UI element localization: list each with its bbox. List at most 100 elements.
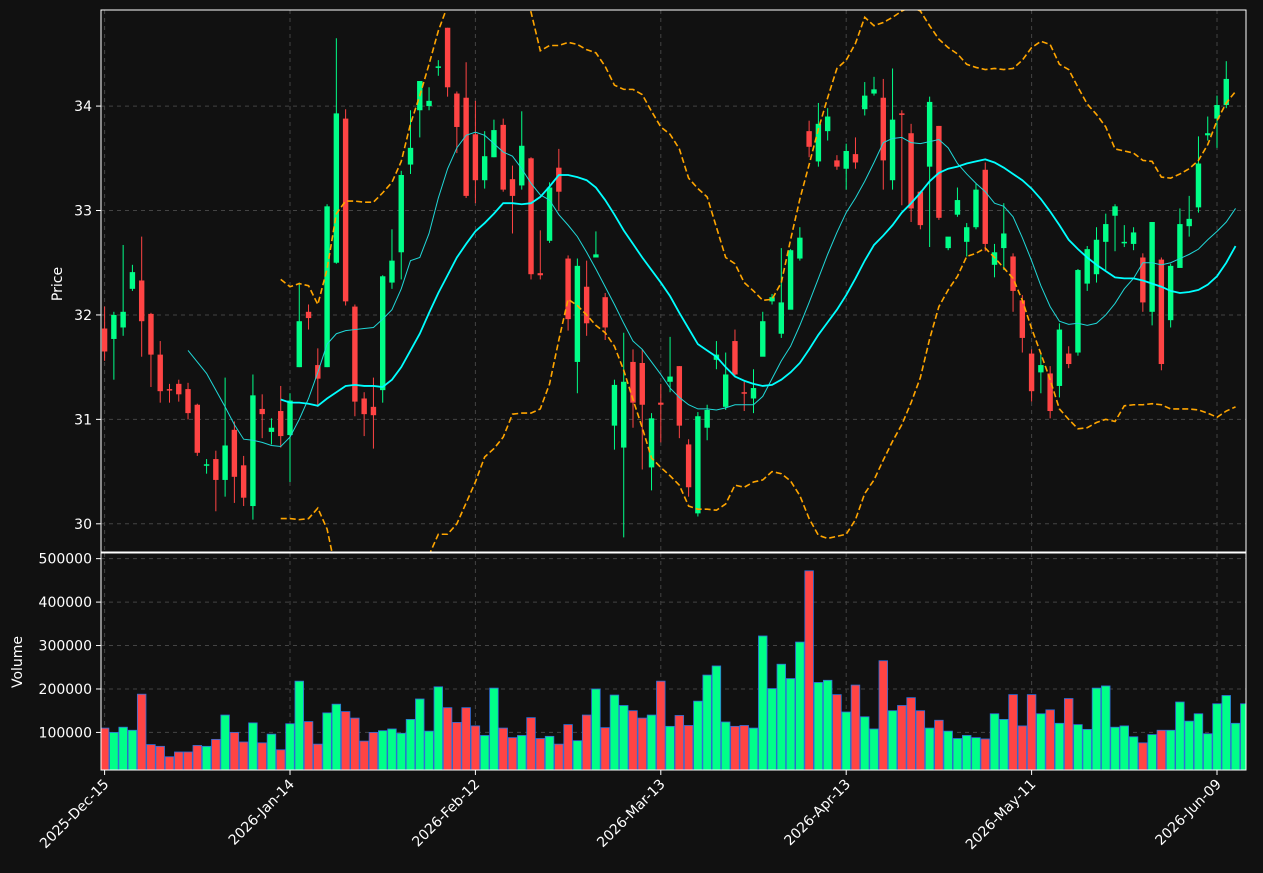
candle-body <box>685 444 692 488</box>
volume-bar <box>1240 703 1246 770</box>
candle-body <box>1047 373 1053 412</box>
candle-body <box>1093 239 1100 275</box>
candle-body <box>1223 78 1229 106</box>
candle-body <box>454 93 460 127</box>
volume-bar <box>683 725 694 770</box>
volume-bar <box>470 725 481 770</box>
candle-body <box>1177 224 1183 268</box>
volume-bar <box>1119 725 1130 770</box>
volume-bar <box>1017 725 1028 770</box>
sma-long-line <box>280 158 1237 407</box>
volume-bar <box>1101 685 1111 770</box>
candle-body <box>862 95 868 110</box>
candle-body <box>305 311 312 319</box>
volume-bar <box>934 719 944 770</box>
candle-body <box>964 227 970 242</box>
volume-bar <box>313 743 323 770</box>
volume-bar <box>211 738 221 770</box>
volume-bar <box>396 732 406 770</box>
candle-body <box>852 154 859 163</box>
volume-bar <box>415 698 425 770</box>
candle-body <box>880 97 886 161</box>
candle-body <box>695 416 701 514</box>
volume-bar <box>869 728 879 770</box>
price-panel-frame <box>100 9 1247 553</box>
candle-body <box>268 427 275 432</box>
bollinger-lower-line <box>280 247 1236 552</box>
volume-bar <box>127 729 138 770</box>
volume-plot-area <box>101 570 1246 770</box>
volume-bar <box>118 726 128 770</box>
price-panel: 30 31 32 33 34 <box>74 9 1247 553</box>
volume-bar <box>544 735 555 770</box>
candle-body <box>704 409 710 428</box>
candle-body <box>583 286 590 324</box>
candle-body <box>834 160 840 167</box>
sma-short-line <box>187 131 1236 448</box>
candle-body <box>222 445 228 480</box>
candle-body <box>1130 232 1137 244</box>
volume-bar <box>257 742 267 770</box>
candle-body <box>602 297 608 328</box>
volume-bar <box>164 756 175 770</box>
candle-body <box>787 250 794 310</box>
candle-body <box>398 175 404 253</box>
volume-bar <box>887 710 898 770</box>
candle-body <box>361 398 367 415</box>
volume-bar <box>813 682 824 770</box>
volume-bar <box>962 735 972 770</box>
volume-bar <box>776 663 787 770</box>
candle-body <box>111 314 117 339</box>
candle-body <box>166 389 173 391</box>
volume-bar <box>192 745 203 770</box>
price-tick-label: 31 <box>74 412 92 428</box>
volume-bar <box>136 693 147 770</box>
price-plot-area <box>101 10 1237 552</box>
volume-bar <box>850 684 861 770</box>
candle-body <box>1010 256 1016 291</box>
volume-bar <box>1175 701 1185 770</box>
volume-bar <box>1045 709 1055 770</box>
candle-body <box>380 276 386 391</box>
candle-body <box>750 388 757 399</box>
volume-bar <box>340 711 351 770</box>
price-tick-label: 32 <box>74 308 92 324</box>
volume-bar <box>1063 698 1074 770</box>
volume-bar <box>1082 728 1092 770</box>
candle-body <box>815 123 822 162</box>
volume-bar <box>739 725 749 770</box>
volume-bar <box>1193 713 1204 770</box>
volume-bar <box>1073 724 1083 770</box>
volume-bar <box>424 730 434 770</box>
candle-body <box>537 273 543 276</box>
volume-bar <box>730 725 740 770</box>
volume-bar <box>674 715 685 770</box>
candle-body <box>296 321 302 368</box>
candle-body <box>797 237 803 259</box>
price-tick-label: 34 <box>74 99 92 115</box>
candle-body <box>435 66 442 68</box>
volume-tick-label: 300000 <box>39 639 92 655</box>
candle-body <box>546 187 553 241</box>
candle-body <box>342 118 349 302</box>
candle-body <box>556 167 562 192</box>
candle-body <box>407 147 414 165</box>
volume-tick-label: 100000 <box>39 725 92 741</box>
volume-bar <box>517 735 527 770</box>
candle-body <box>1028 353 1035 392</box>
volume-bar <box>915 710 926 770</box>
volume-bar <box>1110 726 1120 770</box>
candle-body <box>973 189 979 228</box>
volume-bar <box>350 717 360 770</box>
volume-bar <box>201 745 212 770</box>
candle-body <box>481 156 488 181</box>
candle-body <box>630 361 636 403</box>
candle-body <box>871 89 877 94</box>
volume-tick-label: 400000 <box>39 595 92 611</box>
volume-panel: 100000 200000 300000 400000 500000 <box>39 552 1247 771</box>
candle-body <box>1167 265 1174 321</box>
volume-bar <box>999 718 1009 770</box>
candle-body <box>565 258 571 320</box>
candle-body <box>324 206 330 368</box>
candle-body <box>945 236 951 249</box>
